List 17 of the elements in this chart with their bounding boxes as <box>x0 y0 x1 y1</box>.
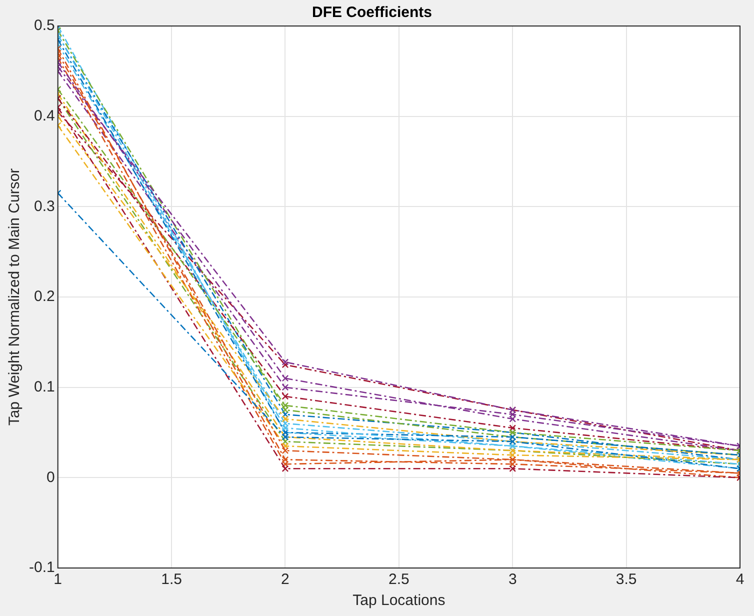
y-axis-title: Tap Weight Normalized to Main Cursor <box>6 168 24 426</box>
x-tick-label: 2.5 <box>388 571 410 588</box>
x-tick-label: 4 <box>736 571 744 588</box>
y-tick-label: 0.3 <box>34 198 55 215</box>
x-tick-label: 2 <box>281 571 290 588</box>
y-tick-label: 0.2 <box>34 288 55 306</box>
chart-title: DFE Coefficients <box>312 4 432 22</box>
x-tick-label: 3 <box>508 571 517 588</box>
x-tick-label: 3.5 <box>616 571 637 588</box>
y-tick-label: 0 <box>46 468 55 486</box>
x-axis-title: Tap Locations <box>352 592 446 610</box>
x-tick-label: 1 <box>54 571 62 588</box>
y-tick-label: 0.5 <box>34 17 55 34</box>
x-tick-label: 1.5 <box>161 571 182 588</box>
y-tick-label: -0.1 <box>28 559 55 576</box>
y-tick-label: 0.1 <box>34 378 55 396</box>
y-tick-label: 0.4 <box>34 107 55 124</box>
